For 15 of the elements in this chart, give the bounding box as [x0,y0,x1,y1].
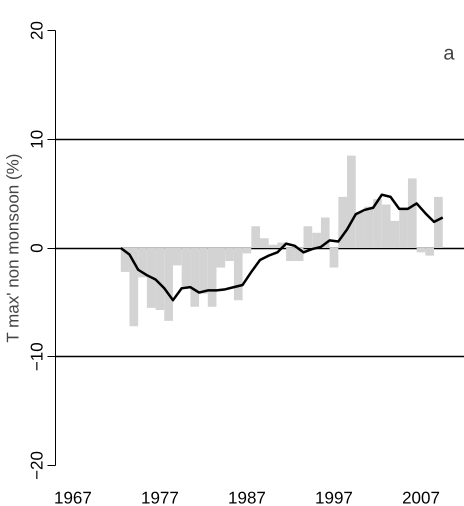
bar [434,196,443,248]
y-tick-label: 20 [28,21,46,40]
x-tick-label: 1967 [54,488,92,506]
y-tick-label: −10 [28,342,46,372]
annotation: a [443,42,456,64]
y-tick-label: 10 [28,130,46,149]
y-tick-label: −20 [28,451,46,480]
y-tick-label: 0 [28,243,46,253]
x-tick-label: 1977 [141,488,179,506]
x-tick-label: 1987 [228,488,266,506]
x-tick-label: 2007 [402,488,440,506]
x-tick-label: 1997 [315,488,353,506]
bar [330,248,338,268]
line-series [120,193,444,302]
y-axis-title: T max' non monsoon (%) [4,154,22,343]
